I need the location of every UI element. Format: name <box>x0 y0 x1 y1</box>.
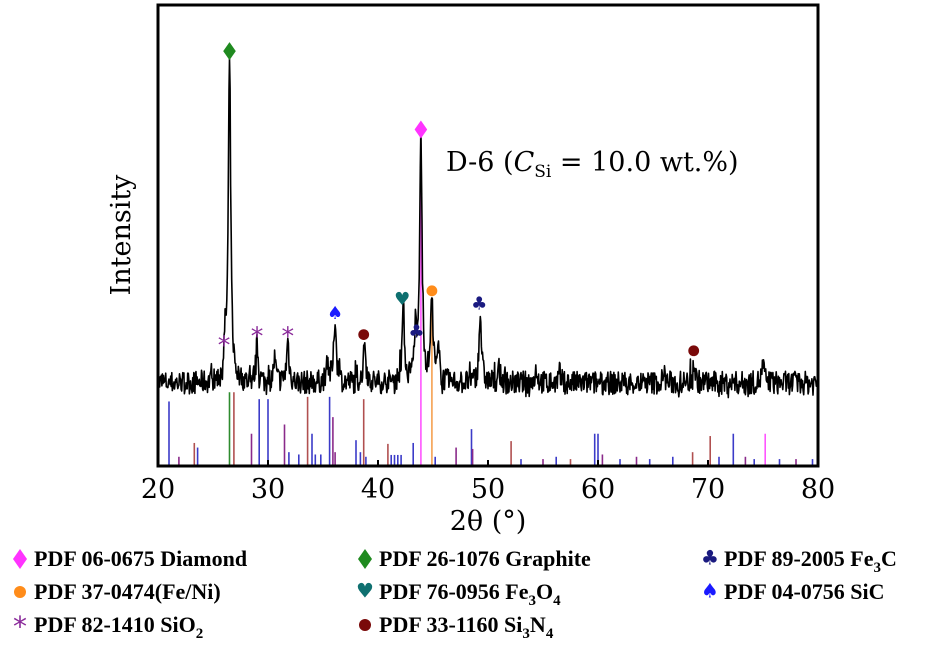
legend-item: ♣ PDF 89-2005 Fe3C <box>701 546 897 577</box>
legend-circle-icon <box>359 619 371 631</box>
marker-graphite-diamond-icon <box>223 42 236 61</box>
legend-label: PDF 26-1076 Graphite <box>379 546 591 571</box>
marker-fe3c-club-icon: ♣ <box>408 321 424 342</box>
y-axis-label: Intensity <box>106 174 137 296</box>
legend-diamond-icon <box>13 549 27 569</box>
x-axis-label: 2θ (°) <box>450 506 527 537</box>
legend: PDF 06-0675 Diamond PDF 26-1076 Graphite ♣… <box>13 546 897 643</box>
legend-diamond-icon <box>358 549 372 569</box>
svg-text:♣: ♣ <box>408 321 424 342</box>
marker-sic-spade-icon: ♠ <box>327 303 343 324</box>
sample-annotation: D-6 (CSi = 10.0 wt.%) <box>446 147 739 182</box>
marker-sio2-asterisk-icon: * <box>251 322 264 351</box>
x-tick-label: 30 <box>251 474 285 505</box>
svg-text:♥: ♥ <box>394 289 410 310</box>
marker-diamond-diamond-icon <box>414 120 428 139</box>
legend-label: PDF 76-0956 Fe3O4 <box>379 579 561 609</box>
legend-item: PDF 33-1160 Si3N4 <box>359 612 554 642</box>
reference-sticks <box>168 143 814 466</box>
legend-item: PDF 06-0675 Diamond <box>13 546 247 571</box>
x-tick-label: 40 <box>361 474 395 505</box>
svg-text:♥: ♥ <box>356 579 374 603</box>
svg-text:*: * <box>251 322 264 351</box>
legend-label: PDF 82-1410 SiO2 <box>34 612 203 642</box>
x-tick-label: 70 <box>691 474 725 505</box>
svg-text:♣: ♣ <box>471 294 487 315</box>
legend-asterisk-icon: * <box>13 610 27 643</box>
marker-si3n4-circle-icon <box>688 345 700 357</box>
marker-sio2-asterisk-icon: * <box>218 331 231 360</box>
svg-text:♣: ♣ <box>701 546 719 570</box>
marker-fe3o4-heart-icon: ♥ <box>394 289 410 310</box>
legend-item: ♥ PDF 76-0956 Fe3O4 <box>356 579 561 610</box>
marker-sio2-asterisk-icon: * <box>282 322 295 351</box>
svg-text:♠: ♠ <box>701 579 719 603</box>
marker-si3n4-circle-icon <box>358 329 370 341</box>
legend-heart-icon: ♥ <box>356 579 374 603</box>
x-tick-label: 80 <box>801 474 835 505</box>
legend-item: * PDF 82-1410 SiO2 <box>13 610 203 643</box>
svg-text:*: * <box>13 610 27 643</box>
legend-item: PDF 26-1076 Graphite <box>358 546 591 571</box>
legend-circle-icon <box>14 586 26 598</box>
x-tick-label: 50 <box>471 474 505 505</box>
phase-markers: ♥ ♣ ♣ ♠ * * * <box>218 42 700 360</box>
legend-label: PDF 06-0675 Diamond <box>34 546 247 571</box>
x-axis-ticks: 20 30 40 50 60 70 80 <box>141 460 835 505</box>
legend-spade-icon: ♠ <box>701 579 719 603</box>
marker-fe3c-club-icon: ♣ <box>471 294 487 315</box>
legend-item: ♠ PDF 04-0756 SiC <box>701 579 884 605</box>
marker-fe-ni-circle-icon <box>426 285 438 297</box>
svg-text:*: * <box>282 322 295 351</box>
legend-label: PDF 89-2005 Fe3C <box>724 546 897 576</box>
xrd-pattern-line <box>157 57 819 399</box>
legend-label: PDF 04-0756 SiC <box>724 579 885 604</box>
legend-item: PDF 37-0474(Fe/Ni) <box>14 579 221 604</box>
x-tick-label: 20 <box>141 474 175 505</box>
legend-label: PDF 33-1160 Si3N4 <box>379 612 554 642</box>
svg-text:♠: ♠ <box>327 303 343 324</box>
legend-label: PDF 37-0474(Fe/Ni) <box>34 579 221 604</box>
legend-club-icon: ♣ <box>701 546 719 570</box>
x-tick-label: 60 <box>581 474 615 505</box>
svg-text:*: * <box>218 331 231 360</box>
